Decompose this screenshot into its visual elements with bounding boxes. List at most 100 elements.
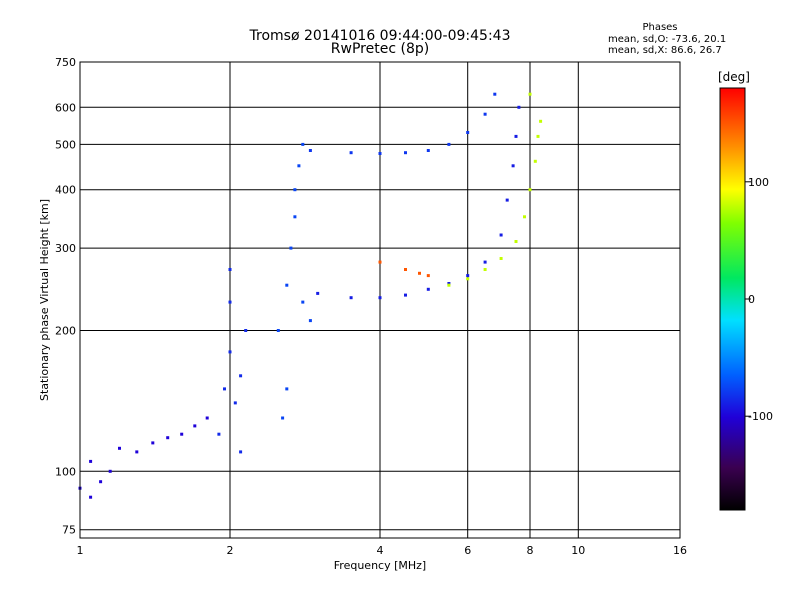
data-point bbox=[536, 134, 540, 138]
y-tick-label: 300 bbox=[55, 242, 76, 255]
data-point bbox=[404, 151, 407, 155]
data-point bbox=[533, 159, 537, 163]
data-point bbox=[378, 260, 382, 264]
data-point bbox=[166, 436, 170, 440]
data-point bbox=[301, 142, 305, 146]
data-point bbox=[483, 260, 487, 264]
data-point bbox=[180, 432, 184, 436]
y-tick-label: 500 bbox=[55, 138, 76, 151]
data-point bbox=[223, 387, 226, 391]
data-point bbox=[466, 131, 470, 134]
data-point bbox=[447, 283, 451, 287]
data-point bbox=[378, 152, 382, 155]
data-point bbox=[483, 268, 487, 271]
y-tick-label: 200 bbox=[55, 325, 76, 338]
colorbar bbox=[719, 87, 746, 511]
x-tick-label: 8 bbox=[527, 544, 534, 557]
data-point bbox=[308, 319, 312, 323]
phase-stats-o: mean, sd,O: -73.6, 20.1 bbox=[608, 34, 727, 45]
y-axis-label: Stationary phase Virtual Height [km] bbox=[38, 199, 51, 401]
data-point bbox=[89, 495, 93, 499]
x-tick-label: 2 bbox=[227, 544, 234, 557]
data-point bbox=[276, 329, 280, 332]
data-point bbox=[514, 240, 518, 243]
x-tick-label: 6 bbox=[464, 544, 471, 557]
data-point bbox=[483, 112, 487, 116]
data-point bbox=[349, 296, 353, 300]
data-point bbox=[539, 119, 543, 123]
data-point bbox=[404, 293, 407, 297]
x-tick-label: 10 bbox=[571, 544, 585, 557]
data-point bbox=[108, 469, 112, 473]
data-point bbox=[217, 432, 221, 436]
data-point bbox=[511, 164, 515, 168]
phase-stats-title: Phases bbox=[642, 22, 678, 33]
data-point bbox=[426, 287, 430, 291]
data-point bbox=[466, 277, 470, 281]
colorbar-ticks: 100 0 -100 bbox=[745, 176, 773, 423]
data-point bbox=[493, 92, 497, 96]
data-point bbox=[404, 268, 407, 271]
data-point bbox=[135, 450, 139, 454]
data-point bbox=[517, 105, 521, 109]
data-point bbox=[316, 291, 320, 295]
y-tick-label: 100 bbox=[55, 465, 76, 478]
x-axis-label: Frequency [MHz] bbox=[334, 559, 426, 572]
data-point bbox=[281, 416, 285, 420]
plot-frame bbox=[79, 61, 681, 539]
data-point bbox=[523, 215, 526, 219]
colorbar-tick-label: 0 bbox=[748, 293, 755, 306]
gridlines bbox=[79, 61, 681, 538]
y-tick-label: 75 bbox=[62, 524, 76, 537]
data-point bbox=[499, 257, 503, 260]
data-point bbox=[293, 188, 297, 192]
data-point bbox=[285, 387, 289, 391]
colorbar-tick-label: -100 bbox=[748, 410, 773, 423]
data-point bbox=[99, 480, 103, 484]
colorbar-unit: [deg] bbox=[718, 70, 750, 84]
data-point bbox=[426, 274, 430, 278]
data-point bbox=[285, 283, 289, 287]
phase-stats-x: mean, sd,X: 86.6, 26.7 bbox=[608, 45, 722, 56]
data-point bbox=[151, 441, 155, 445]
data-point bbox=[447, 142, 451, 146]
data-point bbox=[447, 282, 451, 285]
data-point bbox=[349, 151, 353, 155]
chart-title: Tromsø 20141016 09:44:00-09:45:43 bbox=[249, 28, 511, 44]
data-point bbox=[193, 424, 197, 428]
chart-subtitle: RwPretec (8p) bbox=[330, 41, 430, 57]
data-point bbox=[505, 198, 509, 202]
data-point bbox=[466, 274, 470, 278]
data-point bbox=[499, 233, 503, 237]
y-tick-label: 600 bbox=[55, 101, 76, 114]
data-point bbox=[228, 300, 232, 304]
data-point bbox=[528, 92, 532, 96]
data-point bbox=[426, 149, 430, 152]
data-point bbox=[514, 134, 518, 138]
data-point bbox=[239, 450, 243, 454]
data-point bbox=[289, 246, 293, 250]
x-ticks: 1 2 4 6 8 10 16 bbox=[77, 544, 688, 557]
data-point bbox=[244, 329, 248, 332]
data-point bbox=[301, 300, 305, 304]
colorbar-tick-label: 100 bbox=[748, 176, 769, 189]
data-point bbox=[205, 416, 209, 420]
x-tick-label: 4 bbox=[377, 544, 384, 557]
y-ticks: 75 100 200 300 400 500 600 750 bbox=[55, 56, 76, 537]
data-point bbox=[293, 215, 297, 219]
x-tick-label: 1 bbox=[77, 544, 84, 557]
data-point bbox=[418, 271, 421, 275]
data-point bbox=[233, 401, 237, 405]
y-tick-label: 400 bbox=[55, 184, 76, 197]
data-point bbox=[297, 164, 301, 168]
y-tick-label: 750 bbox=[55, 56, 76, 69]
data-point bbox=[89, 459, 93, 463]
x-tick-label: 16 bbox=[673, 544, 687, 557]
data-point bbox=[308, 149, 312, 152]
data-points bbox=[78, 92, 543, 499]
data-point bbox=[239, 374, 243, 378]
data-point bbox=[228, 268, 232, 271]
data-point bbox=[528, 188, 532, 192]
data-point bbox=[118, 446, 121, 450]
